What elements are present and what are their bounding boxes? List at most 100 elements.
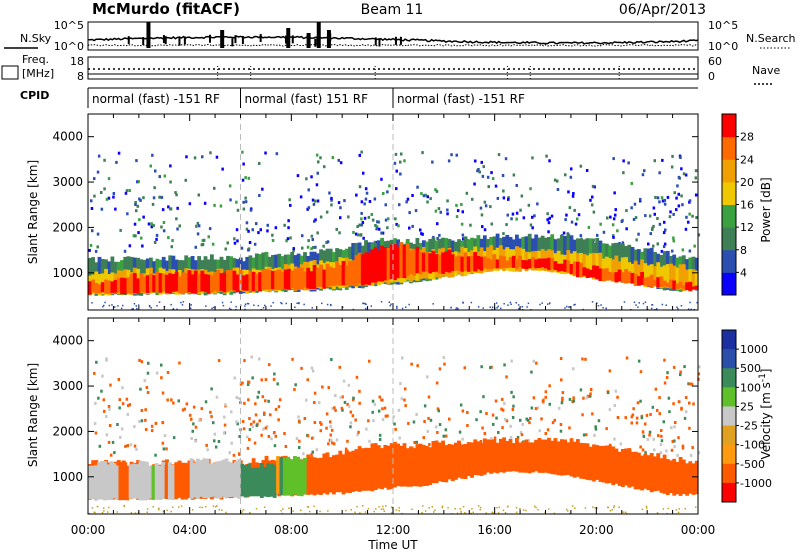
velocity-range-cell — [266, 463, 271, 498]
power-echo — [310, 234, 314, 238]
nsky-spike — [374, 37, 377, 46]
power-ground-dot — [455, 307, 458, 309]
velocity-echo — [412, 420, 416, 424]
cpid-label: CPID — [20, 89, 49, 102]
power-range-cell — [662, 265, 667, 288]
velocity-echo — [246, 446, 250, 450]
velocity-echo — [223, 423, 227, 427]
velocity-echo — [401, 356, 404, 360]
velocity-range-cell — [131, 463, 136, 499]
velocity-echo — [253, 441, 257, 445]
velocity-echo — [113, 451, 116, 455]
power-echo — [644, 214, 647, 218]
power-range-cell — [643, 277, 648, 286]
power-range-cell — [393, 244, 397, 280]
power-echo — [568, 206, 572, 210]
power-range-cell — [566, 260, 571, 273]
power-range-cell — [94, 271, 99, 294]
nsky-spike — [291, 35, 294, 44]
power-echo — [310, 247, 313, 251]
power-echo — [571, 194, 575, 198]
velocity-echo — [138, 419, 141, 423]
velocity-range-cell — [470, 442, 474, 478]
power-echo — [399, 172, 402, 176]
velocity-echo — [261, 395, 265, 399]
power-range-cell — [104, 279, 108, 294]
power-ground-dot — [365, 303, 367, 306]
power-ylabel: Slant Range [km] — [26, 160, 40, 264]
velocity-echo — [668, 410, 671, 414]
velocity-range-cell — [569, 438, 574, 477]
velocity-ground-dot — [382, 505, 384, 508]
power-range-cell — [319, 264, 324, 287]
power-echo — [671, 154, 674, 158]
velocity-echo — [636, 401, 640, 405]
power-echo — [447, 159, 451, 163]
power-echo — [248, 241, 252, 244]
velocity-range-cell — [479, 442, 484, 476]
power-range-cell — [694, 285, 699, 290]
velocity-echo — [230, 441, 233, 445]
velocity-echo — [412, 446, 415, 450]
nsky-spike — [231, 38, 234, 47]
power-echo — [142, 196, 145, 200]
velocity-ground-dot — [472, 511, 474, 514]
power-echo — [666, 195, 670, 199]
velocity-ground-dot — [677, 511, 680, 514]
velocity-range-cell — [495, 442, 500, 474]
power-range-cell — [303, 271, 307, 288]
power-echo — [310, 175, 313, 179]
velocity-ground-dot — [491, 511, 493, 514]
velocity-echo — [637, 359, 641, 363]
power-range-cell — [681, 285, 686, 290]
power-echo — [380, 177, 383, 181]
power-echo — [446, 199, 449, 203]
velocity-ground-dot — [535, 506, 537, 509]
velocity-echo — [248, 438, 251, 441]
velocity-echo — [178, 361, 181, 365]
power-range-cell — [322, 269, 327, 289]
velocity-echo — [579, 388, 583, 392]
power-echo — [522, 216, 526, 220]
velocity-range-cell — [135, 464, 140, 499]
velocity-echo — [238, 397, 241, 401]
velocity-echo — [410, 362, 413, 366]
power-colorbar-tick-label: 4 — [740, 266, 747, 279]
power-range-cell — [248, 270, 253, 292]
power-echo — [672, 236, 675, 240]
power-ground-dot — [521, 306, 523, 308]
velocity-echo — [335, 438, 339, 442]
power-echo — [564, 173, 567, 177]
velocity-ground-dot — [525, 509, 527, 512]
power-echo — [673, 191, 676, 195]
power-echo — [394, 152, 398, 156]
velocity-ground-dot — [609, 510, 612, 512]
power-ground-dot — [326, 303, 329, 306]
power-echo — [684, 173, 688, 177]
velocity-echo — [325, 412, 329, 416]
noise-left-tick-bottom: 10^0 — [54, 40, 84, 53]
nsky-spike — [399, 36, 402, 45]
velocity-colorbar-cell — [722, 406, 736, 427]
velocity-echo — [329, 433, 332, 437]
power-ground-dot — [457, 307, 459, 310]
velocity-ground-dot — [592, 506, 594, 508]
power-echo — [536, 202, 539, 206]
velocity-echo — [463, 366, 466, 370]
velocity-range-cell — [218, 461, 223, 499]
power-echo — [364, 187, 368, 191]
velocity-echo — [597, 419, 601, 423]
power-echo — [274, 226, 278, 230]
velocity-echo — [222, 431, 226, 435]
velocity-echo — [163, 434, 167, 438]
velocity-echo — [191, 429, 194, 433]
freq-label-line1: Freq. — [22, 53, 49, 66]
velocity-echo — [530, 406, 534, 410]
velocity-ground-dot — [373, 510, 375, 513]
power-echo — [347, 215, 350, 219]
power-echo — [395, 169, 398, 173]
power-ground-dot — [131, 308, 133, 310]
velocity-ground-dot — [158, 507, 160, 510]
power-ground-dot — [568, 306, 570, 308]
